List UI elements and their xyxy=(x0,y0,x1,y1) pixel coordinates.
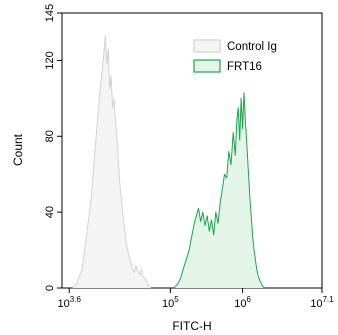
x-tick-group: 103.6 105 106 107.1 xyxy=(58,288,334,310)
y-tick-label: 145 xyxy=(44,4,56,22)
y-tick-label: 0 xyxy=(44,285,56,291)
plot-area xyxy=(61,12,323,289)
series-fill-control-ig xyxy=(72,35,151,288)
x-tick-label: 105 xyxy=(162,295,179,310)
x-tick-label: 103.6 xyxy=(58,295,82,310)
y-axis: 0 40 80 120 145 Count xyxy=(11,4,62,291)
series-line-frt16 xyxy=(173,92,265,289)
series-frt16 xyxy=(173,92,265,289)
legend-label-control-ig: Control Ig xyxy=(227,41,277,53)
legend-label-frt16: FRT16 xyxy=(227,61,262,73)
y-tick-group: 0 40 80 120 145 xyxy=(44,4,62,291)
x-axis-title: FITC-H xyxy=(172,319,211,333)
x-tick-label: 107.1 xyxy=(310,295,334,310)
y-tick-label: 120 xyxy=(44,51,56,69)
legend: Control Ig FRT16 xyxy=(193,39,277,73)
legend-swatch-frt16 xyxy=(193,59,221,73)
series-layer xyxy=(72,35,265,289)
y-axis-title: Count xyxy=(11,133,25,166)
x-tick-label: 106 xyxy=(234,295,251,310)
series-line-control-ig xyxy=(72,35,152,289)
series-control-ig xyxy=(72,35,152,289)
legend-swatch-control-ig xyxy=(193,39,221,53)
series-fill-frt16 xyxy=(173,92,265,288)
x-axis: 103.6 105 106 107.1 FITC-H xyxy=(58,288,334,333)
y-tick-label: 80 xyxy=(44,130,56,142)
y-tick-label: 40 xyxy=(44,206,56,218)
